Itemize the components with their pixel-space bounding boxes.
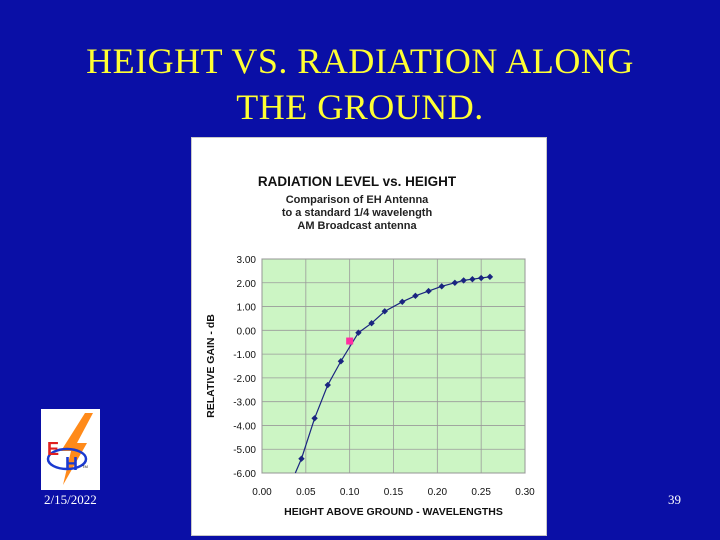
logo-trademark: TM xyxy=(82,464,88,469)
slide-title-line-1: HEIGHT VS. RADIATION ALONG xyxy=(86,41,634,81)
y-axis-label: RELATIVE GAIN - dB xyxy=(205,314,217,418)
chart-title: RADIATION LEVEL vs. HEIGHT xyxy=(257,174,457,189)
logo-letter-e: E xyxy=(47,439,59,459)
y-tick-label: 2.00 xyxy=(237,279,257,290)
y-tick-label: -4.00 xyxy=(233,421,256,432)
data-point xyxy=(324,381,331,389)
data-point xyxy=(438,283,445,290)
x-tick-label: 0.25 xyxy=(471,487,491,498)
x-tick-label: 0.10 xyxy=(340,487,360,498)
slide-date: 2/15/2022 xyxy=(44,492,97,507)
chart-subtitle-line-1: Comparison of EH Antenna xyxy=(285,194,429,206)
y-tick-label: -6.00 xyxy=(233,469,256,480)
chart-subtitle-line-2: to a standard 1/4 wavelength xyxy=(281,207,433,219)
chart-title-block: RADIATION LEVEL vs. HEIGHT Comparison of… xyxy=(232,174,482,233)
data-point xyxy=(337,358,345,365)
y-tick-label: 0.00 xyxy=(237,326,257,337)
data-point xyxy=(486,273,494,281)
lightning-bolt-icon xyxy=(61,413,93,485)
x-tick-label: 0.30 xyxy=(515,487,535,498)
data-point xyxy=(412,292,419,300)
data-point xyxy=(381,308,388,315)
y-tick-label: -2.00 xyxy=(233,374,256,385)
x-axis-label: HEIGHT ABOVE GROUND - WAVELENGTHS xyxy=(284,506,503,518)
y-tick-label: 3.00 xyxy=(237,255,257,266)
data-point xyxy=(399,298,406,305)
orbit-ring-icon xyxy=(46,447,88,471)
eh-antenna-logo: E H TM xyxy=(41,409,100,490)
data-point xyxy=(425,287,432,295)
data-point xyxy=(477,274,485,282)
x-tick-label: 0.20 xyxy=(428,487,448,498)
chart-subtitle-line-3: AM Broadcast antenna xyxy=(297,220,417,232)
highlight-point xyxy=(346,337,354,345)
slide-title-line-2: THE GROUND. xyxy=(236,87,484,127)
y-tick-label: -1.00 xyxy=(233,350,256,361)
data-point xyxy=(311,415,318,422)
chart-panel: RADIATION LEVEL vs. HEIGHT Comparison of… xyxy=(191,137,547,536)
x-tick-label: 0.15 xyxy=(384,487,404,498)
x-tick-label: 0.00 xyxy=(252,487,272,498)
logo-letter-h: H xyxy=(65,454,78,474)
data-point xyxy=(469,276,476,283)
y-tick-label: -3.00 xyxy=(233,398,256,409)
data-point xyxy=(460,277,467,284)
data-point xyxy=(368,320,375,327)
data-point xyxy=(451,279,459,286)
x-tick-label: 0.05 xyxy=(296,487,316,498)
y-tick-label: -5.00 xyxy=(233,445,256,456)
y-tick-label: 1.00 xyxy=(237,303,257,314)
data-point xyxy=(298,455,305,462)
slide-page-number: 39 xyxy=(668,492,681,507)
radiation-chart: 3.00 2.00 1.00 0.00 -1.00 -2.00 -3.00 -4.00 -5.0… xyxy=(205,255,535,518)
slide-title: HEIGHT VS. RADIATION ALONG THE GROUND. xyxy=(0,38,720,130)
data-point xyxy=(355,329,362,336)
